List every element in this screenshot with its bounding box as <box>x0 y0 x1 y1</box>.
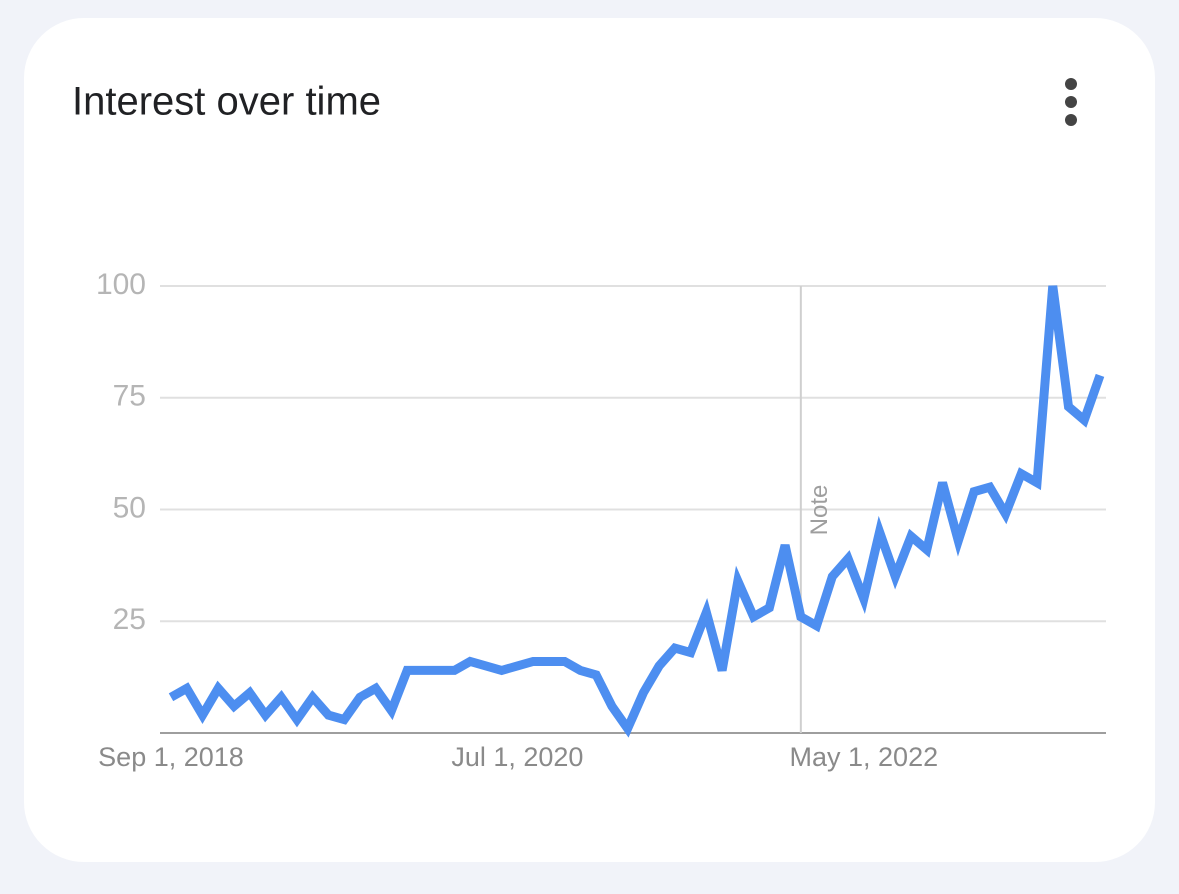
y-tick-label: 100 <box>96 268 146 301</box>
card <box>24 18 1155 862</box>
menu-dot <box>1065 78 1077 90</box>
note-label: Note <box>806 485 833 536</box>
x-tick-label: Jul 1, 2020 <box>451 742 583 772</box>
chart-title: Interest over time <box>72 80 381 124</box>
x-tick-label: Sep 1, 2018 <box>98 742 244 772</box>
menu-dot <box>1065 96 1077 108</box>
trend-line <box>168 285 1105 738</box>
y-tick-label: 25 <box>113 603 146 636</box>
y-tick-label: 50 <box>113 491 146 524</box>
menu-dot <box>1065 114 1077 126</box>
x-tick-label: May 1, 2022 <box>790 742 939 772</box>
menu-button[interactable] <box>1065 78 1077 126</box>
y-tick-label: 75 <box>113 380 146 413</box>
